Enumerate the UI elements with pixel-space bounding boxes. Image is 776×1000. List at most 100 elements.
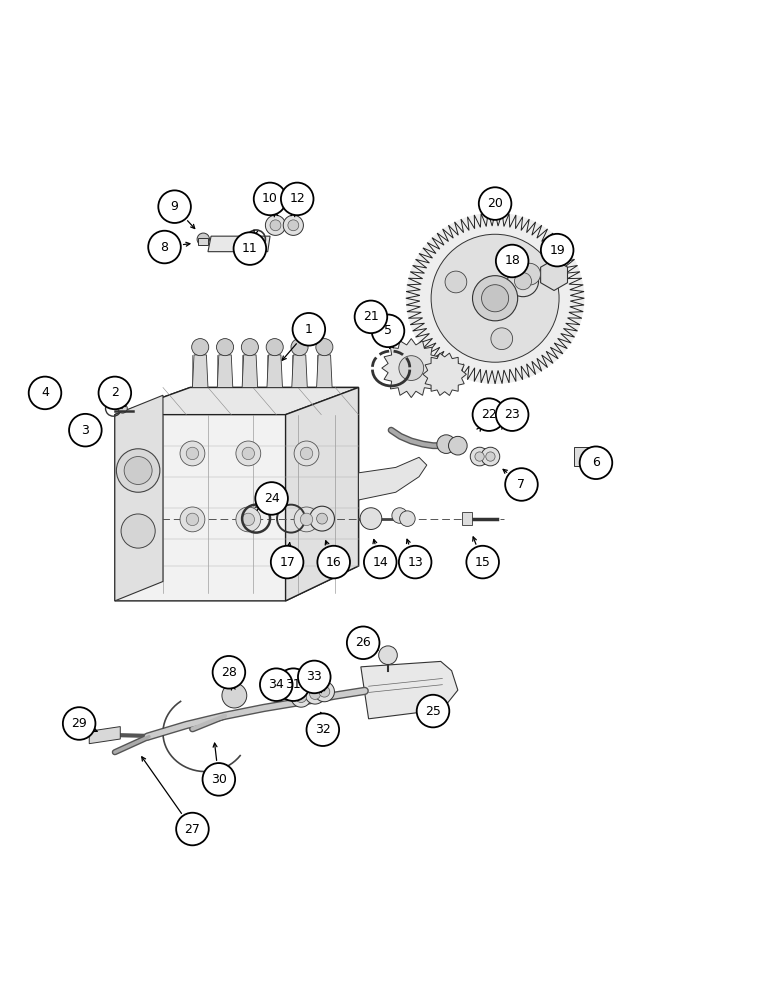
Circle shape	[481, 447, 500, 466]
Circle shape	[473, 276, 518, 321]
Text: 4: 4	[41, 386, 49, 399]
Text: 18: 18	[504, 254, 520, 267]
Text: 22: 22	[481, 408, 497, 421]
Text: 31: 31	[286, 678, 301, 691]
Circle shape	[479, 187, 511, 220]
Polygon shape	[361, 661, 458, 719]
Text: 3: 3	[81, 424, 89, 437]
Circle shape	[310, 689, 320, 699]
Text: 2: 2	[111, 386, 119, 399]
Circle shape	[186, 447, 199, 460]
Circle shape	[288, 220, 299, 231]
Text: 17: 17	[279, 556, 295, 569]
Circle shape	[294, 507, 319, 532]
Circle shape	[242, 447, 255, 460]
Circle shape	[277, 668, 310, 701]
Text: 7: 7	[518, 478, 525, 491]
Polygon shape	[423, 353, 466, 395]
Circle shape	[222, 683, 247, 708]
Circle shape	[197, 233, 210, 245]
Circle shape	[317, 546, 350, 578]
Circle shape	[496, 245, 528, 277]
Circle shape	[254, 183, 286, 215]
Circle shape	[300, 447, 313, 460]
Text: 16: 16	[326, 556, 341, 569]
Circle shape	[364, 546, 397, 578]
Circle shape	[360, 508, 382, 529]
Text: 19: 19	[549, 244, 565, 257]
Circle shape	[260, 668, 293, 701]
Circle shape	[580, 446, 612, 479]
Circle shape	[213, 656, 245, 689]
Circle shape	[307, 713, 339, 746]
Text: 10: 10	[262, 192, 278, 205]
Circle shape	[319, 686, 330, 697]
Circle shape	[270, 220, 281, 231]
Circle shape	[449, 436, 467, 455]
Circle shape	[473, 398, 505, 431]
Circle shape	[317, 513, 327, 524]
Circle shape	[236, 441, 261, 466]
Text: 32: 32	[315, 723, 331, 736]
Circle shape	[475, 452, 484, 461]
Circle shape	[118, 404, 127, 413]
Circle shape	[121, 514, 155, 548]
Circle shape	[124, 457, 152, 484]
Circle shape	[372, 315, 404, 347]
Text: 20: 20	[487, 197, 503, 210]
Circle shape	[69, 414, 102, 446]
Circle shape	[437, 435, 456, 453]
Circle shape	[266, 339, 283, 356]
Polygon shape	[267, 355, 282, 387]
Circle shape	[417, 695, 449, 727]
Circle shape	[36, 386, 54, 405]
Polygon shape	[406, 213, 584, 384]
Circle shape	[265, 215, 286, 235]
Text: 1: 1	[305, 323, 313, 336]
Text: 27: 27	[185, 823, 200, 836]
Polygon shape	[382, 339, 441, 398]
Polygon shape	[115, 387, 359, 415]
Circle shape	[203, 763, 235, 796]
Circle shape	[242, 513, 255, 526]
Circle shape	[236, 507, 261, 532]
Circle shape	[192, 339, 209, 356]
Circle shape	[281, 183, 314, 215]
Text: 26: 26	[355, 636, 371, 649]
Circle shape	[176, 813, 209, 845]
Circle shape	[314, 682, 334, 702]
Text: 33: 33	[307, 670, 322, 683]
Circle shape	[316, 339, 333, 356]
Text: 13: 13	[407, 556, 423, 569]
Circle shape	[400, 511, 415, 526]
Text: 8: 8	[161, 241, 168, 254]
Polygon shape	[541, 259, 567, 290]
Circle shape	[300, 513, 313, 526]
Polygon shape	[115, 387, 359, 601]
Circle shape	[255, 482, 288, 515]
Text: 5: 5	[384, 324, 392, 337]
Circle shape	[294, 441, 319, 466]
Circle shape	[486, 452, 495, 461]
Circle shape	[399, 546, 431, 578]
Circle shape	[541, 234, 573, 266]
Circle shape	[466, 546, 499, 578]
Circle shape	[116, 449, 160, 492]
Circle shape	[291, 339, 308, 356]
Circle shape	[445, 271, 467, 293]
Circle shape	[310, 506, 334, 531]
Circle shape	[217, 339, 234, 356]
Polygon shape	[292, 355, 307, 387]
Circle shape	[491, 328, 513, 350]
Text: 21: 21	[363, 310, 379, 323]
Polygon shape	[89, 727, 120, 744]
Circle shape	[379, 646, 397, 665]
Polygon shape	[359, 457, 427, 500]
Polygon shape	[286, 387, 359, 601]
Circle shape	[158, 190, 191, 223]
Circle shape	[496, 398, 528, 431]
Text: 11: 11	[242, 242, 258, 255]
Text: 23: 23	[504, 408, 520, 421]
Circle shape	[186, 513, 199, 526]
Circle shape	[431, 234, 559, 362]
